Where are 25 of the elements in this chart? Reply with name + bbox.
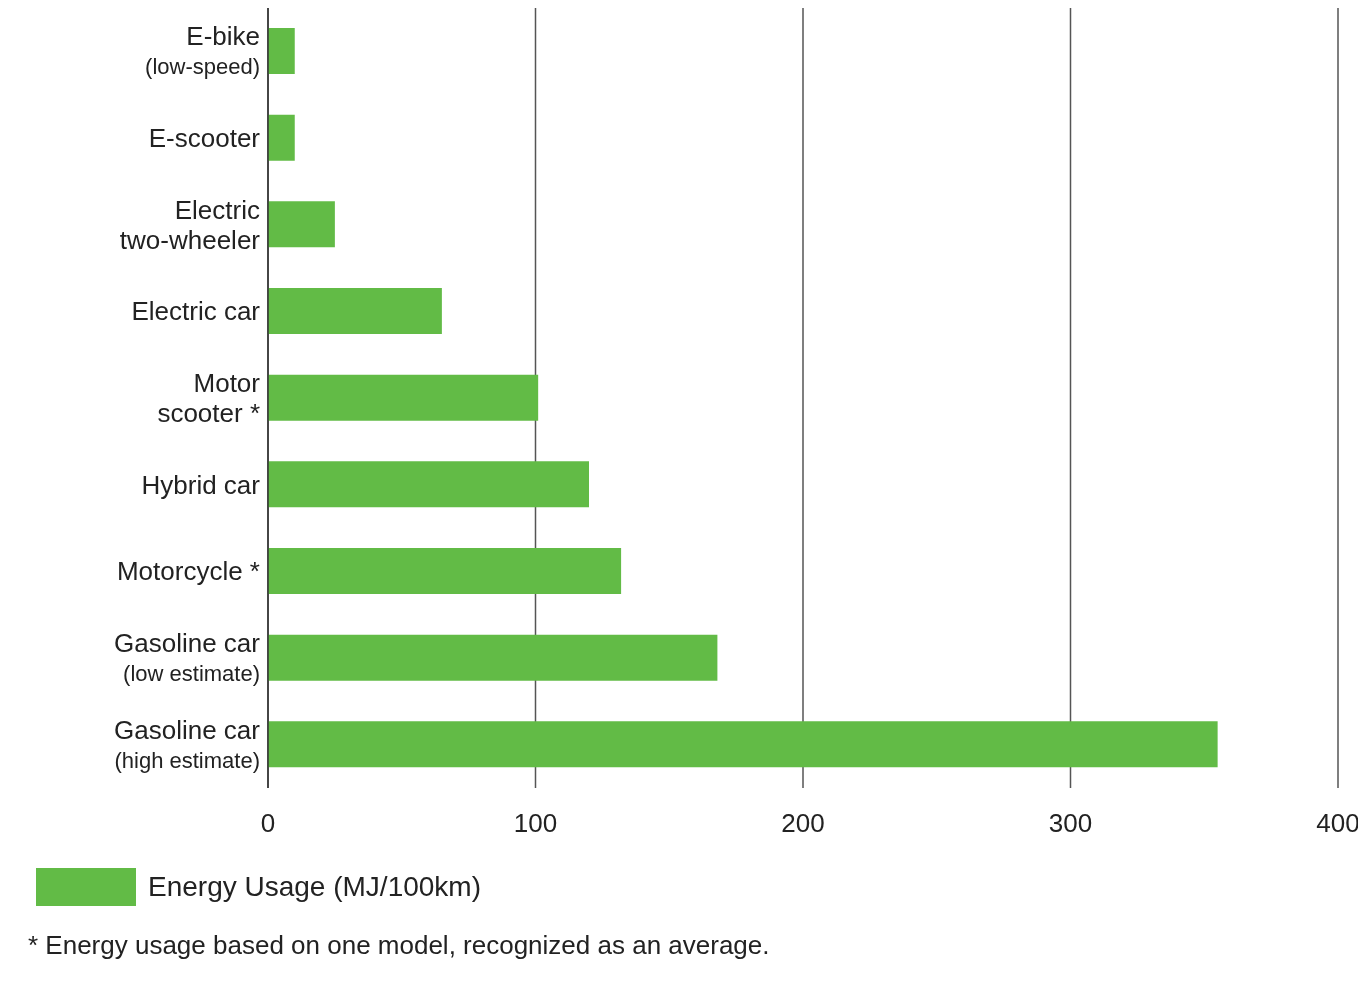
y-tick-label: Motor scooter * xyxy=(157,368,261,428)
y-tick-label: Motorcycle * xyxy=(116,556,260,587)
text: * Energy usage based on one model, recognized as an average. xyxy=(28,930,771,961)
y-tick-label: Electric car xyxy=(131,296,261,327)
x-tick-label: 0 xyxy=(260,808,276,839)
bar xyxy=(268,721,1218,768)
y-tick-label: E-bike (low-speed) xyxy=(145,21,260,79)
legend-label: Energy Usage (MJ/100km) xyxy=(148,871,482,903)
bar xyxy=(268,114,295,161)
bar xyxy=(268,288,442,334)
x-tick-label: 300 xyxy=(1048,808,1093,839)
x-tick-label: 100 xyxy=(513,808,558,839)
x-tick-label: 400 xyxy=(1316,808,1360,839)
bar xyxy=(268,374,539,421)
bar xyxy=(268,461,589,508)
y-tick-label: Electric two-wheeler xyxy=(119,194,261,255)
y-tick-label: Gasoline car (high estimate) xyxy=(114,714,261,773)
bar xyxy=(268,28,295,74)
bar xyxy=(268,201,335,248)
y-tick-label: Hybrid car xyxy=(141,469,261,500)
bar xyxy=(268,634,718,681)
y-tick-label: E-scooter xyxy=(148,123,261,153)
bar xyxy=(268,548,622,594)
y-tick-label: Gasoline car (low estimate) xyxy=(114,628,261,686)
x-tick-label: 200 xyxy=(781,808,825,839)
